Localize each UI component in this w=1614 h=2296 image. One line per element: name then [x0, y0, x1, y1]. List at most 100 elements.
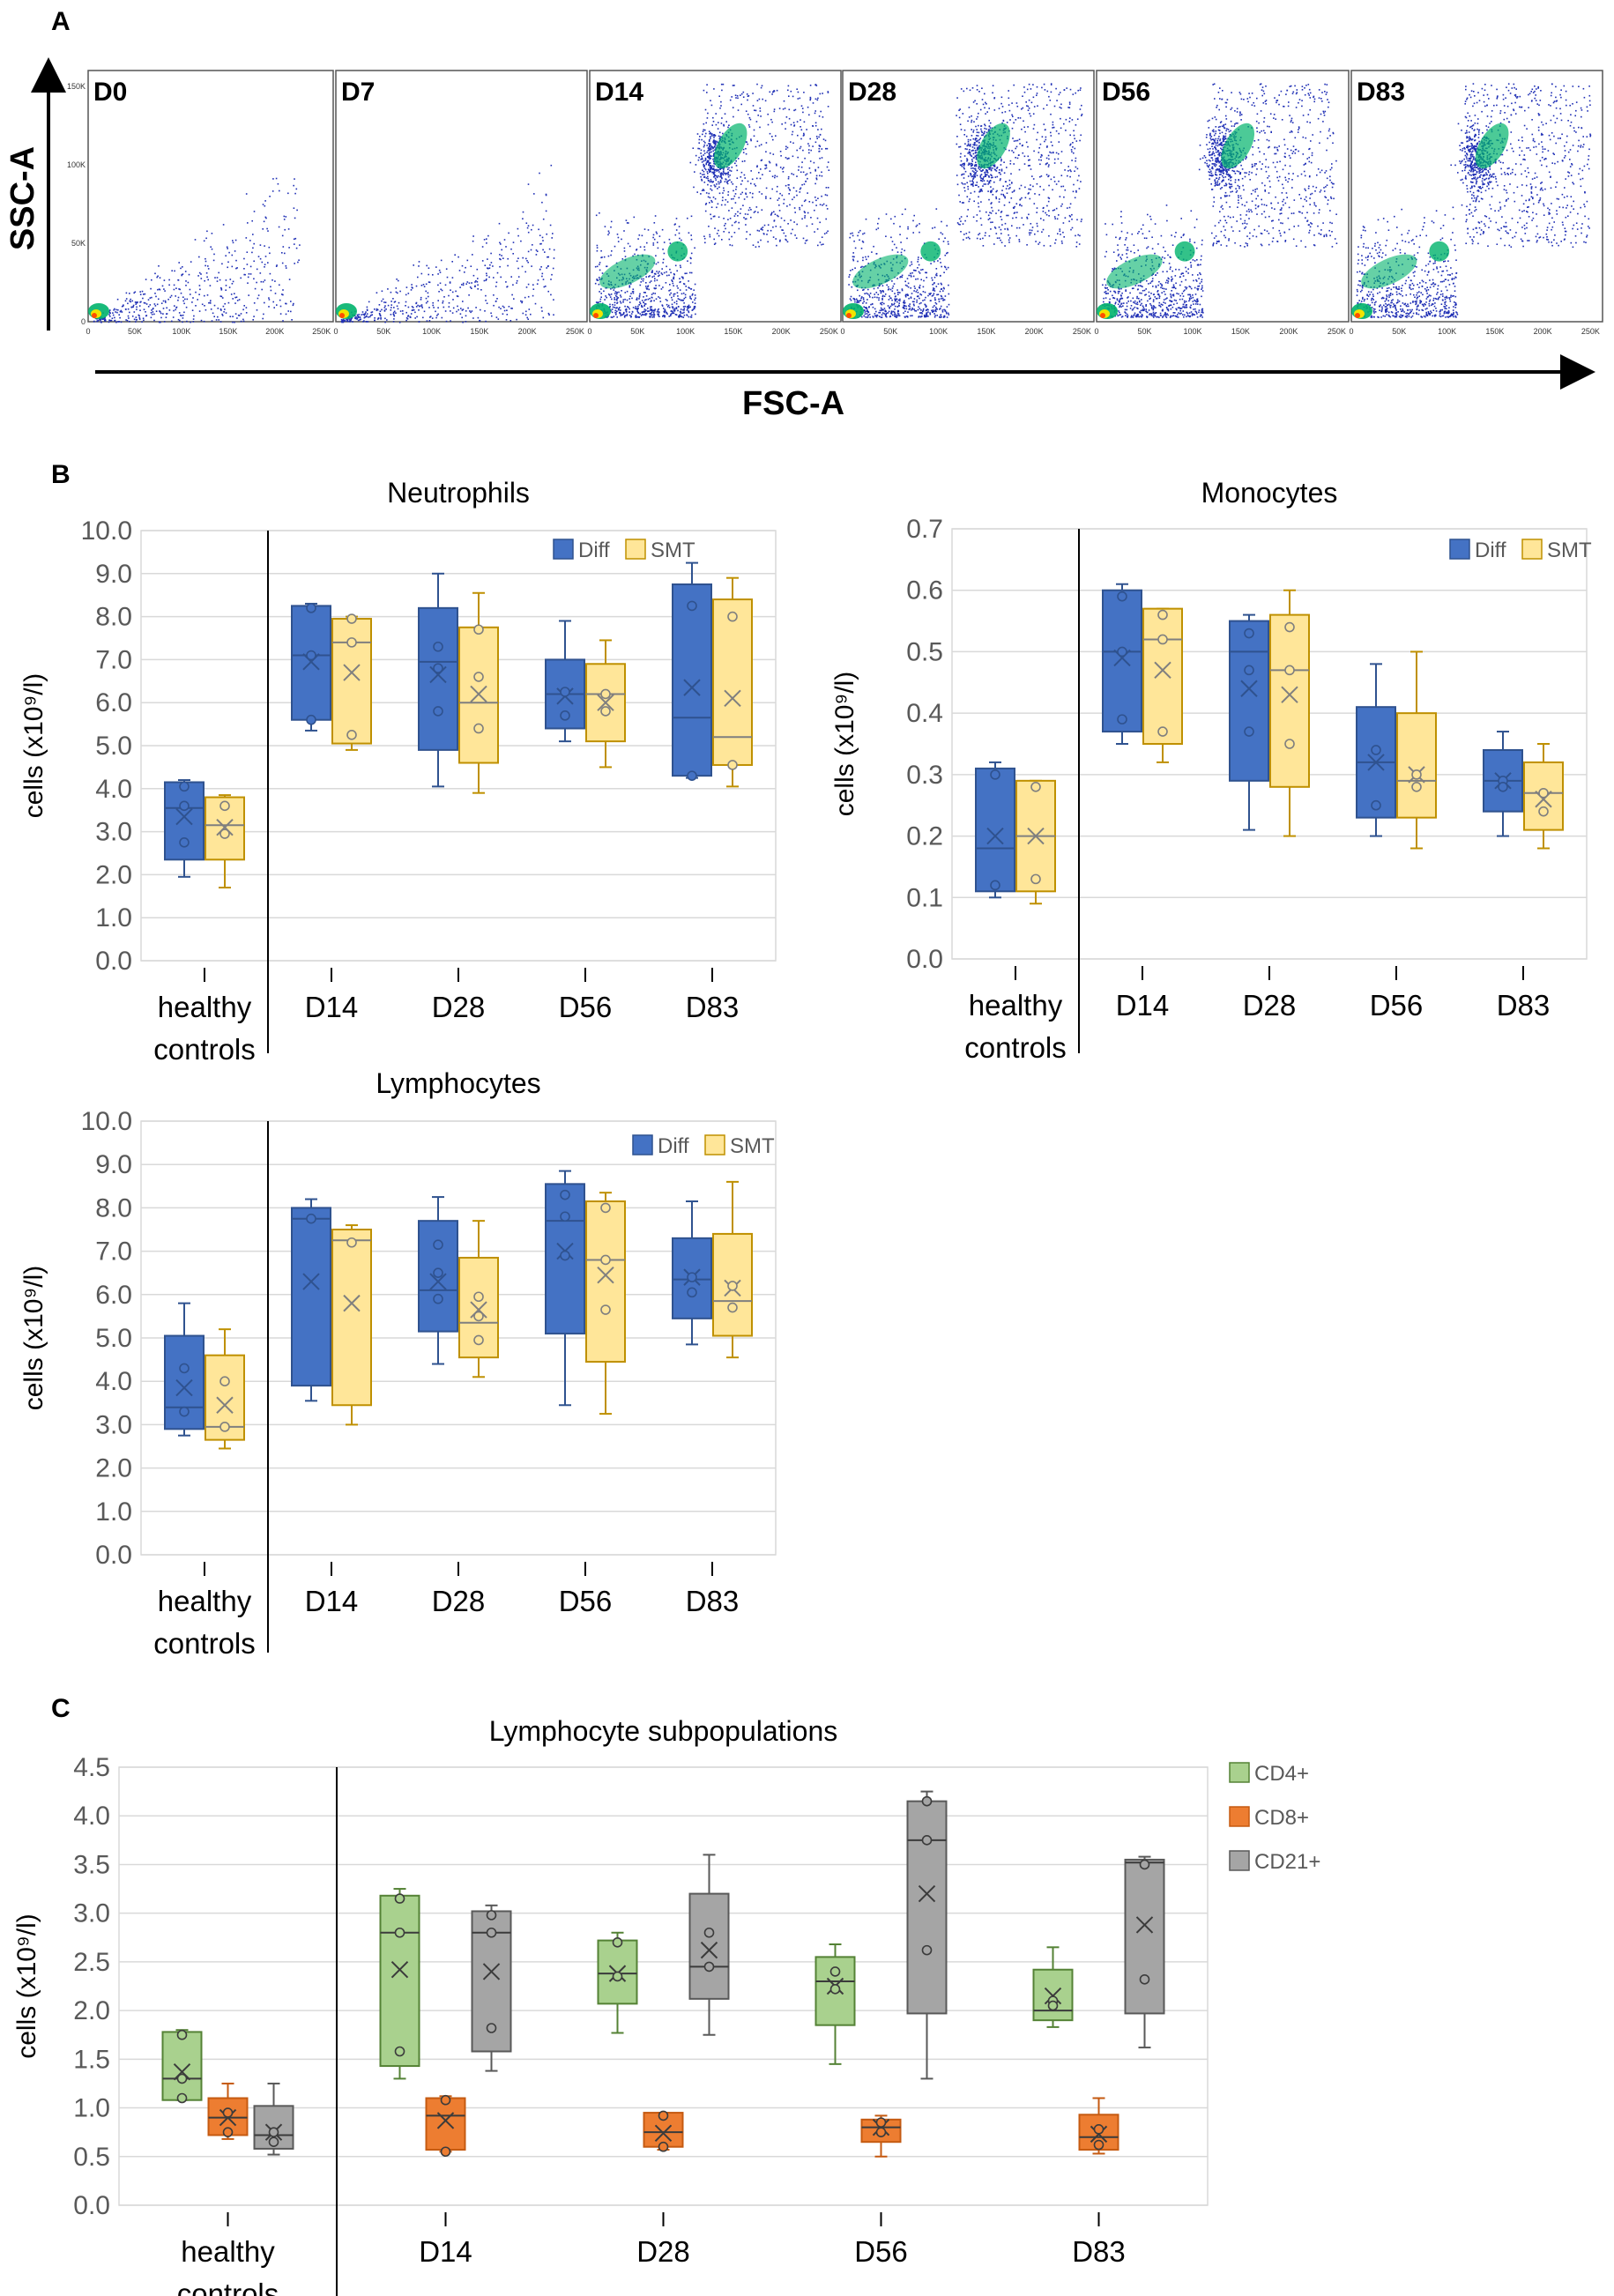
flow-dot: [960, 88, 963, 90]
flow-dot: [381, 290, 383, 293]
flow-dot: [910, 274, 912, 277]
flow-dot: [976, 140, 978, 143]
flow-dot: [756, 166, 758, 168]
flow-dot: [512, 253, 514, 255]
flow-dot: [98, 319, 100, 321]
flow-dot: [818, 136, 820, 138]
flow-dot: [1060, 185, 1062, 188]
flow-dot: [988, 108, 990, 109]
flow-dot: [889, 295, 890, 297]
flow-dot: [713, 154, 715, 156]
flow-dot: [1053, 162, 1056, 164]
flow-dot: [1019, 143, 1021, 145]
flow-dot: [1048, 234, 1050, 237]
flow-dot: [980, 174, 983, 175]
flow-dot: [1146, 316, 1149, 318]
flow-dot: [166, 313, 167, 315]
flow-dot: [418, 309, 420, 311]
flow-dot: [712, 116, 714, 119]
flow-dot: [247, 282, 249, 284]
flow-dot: [714, 169, 716, 172]
flow-y-tick: 50K: [71, 239, 86, 248]
flow-dot: [987, 219, 990, 220]
flow-dot: [713, 137, 715, 138]
flow-dot: [177, 296, 180, 299]
flow-dot: [599, 291, 600, 293]
flow-dot: [346, 319, 349, 321]
flow-dot: [791, 133, 793, 136]
flow-dot: [1209, 160, 1211, 162]
flow-dot: [498, 222, 501, 225]
flow-dot: [689, 262, 692, 264]
flow-dot: [889, 305, 892, 308]
flow-dot: [1000, 96, 1003, 99]
flow-dot: [135, 303, 137, 305]
flow-dot: [809, 99, 811, 101]
flow-dot: [812, 102, 814, 104]
flow-dot: [771, 212, 773, 214]
flow-dot: [986, 169, 987, 171]
flow-dot: [216, 280, 219, 282]
flow-dot: [693, 306, 695, 308]
flow-dot: [1015, 102, 1018, 104]
flow-dot: [1225, 173, 1228, 175]
flow-dot: [420, 305, 423, 308]
flow-dot: [525, 257, 527, 260]
flow-dot: [366, 309, 368, 311]
flow-dot: [109, 319, 111, 322]
flow-dot: [803, 183, 806, 185]
flow-dot: [673, 312, 674, 314]
flow-dot: [720, 175, 722, 176]
flow-dot: [803, 211, 806, 212]
flow-dot: [992, 92, 993, 94]
flow-dot: [932, 306, 934, 308]
flow-dot: [969, 153, 971, 156]
flow-dot: [935, 286, 938, 287]
flow-dot: [394, 301, 397, 302]
flow-dot: [814, 170, 816, 172]
flow-dot: [658, 296, 659, 298]
flow-dot: [1036, 85, 1038, 88]
flow-dot: [977, 135, 979, 137]
flow-dot: [980, 125, 983, 127]
flow-dot: [437, 300, 439, 301]
flow-dot: [281, 252, 283, 254]
flow-dot: [1219, 138, 1222, 140]
flow-dot: [708, 150, 710, 152]
flow-dot: [638, 234, 641, 236]
flow-dot: [1068, 121, 1071, 123]
flow-dot: [923, 279, 925, 282]
flow-dot: [943, 299, 946, 301]
flow-dot: [896, 278, 898, 279]
flow-dot: [138, 305, 141, 307]
flow-dot: [1039, 163, 1041, 166]
flow-dot: [171, 320, 173, 323]
flow-dot: [903, 304, 905, 307]
flow-dot: [435, 316, 437, 319]
flow-dot: [621, 238, 622, 241]
flow-dot: [972, 101, 975, 103]
flow-dot: [471, 287, 472, 289]
flow-dot: [660, 272, 663, 274]
flow-dot: [710, 179, 712, 181]
flow-dot: [634, 308, 636, 309]
flow-dot: [972, 177, 975, 179]
flow-dot: [750, 170, 752, 172]
flow-dot: [1125, 239, 1127, 241]
flow-dot: [1324, 172, 1326, 174]
flow-dot: [979, 176, 982, 178]
flow-dot: [651, 309, 653, 311]
flow-dot: [1280, 90, 1283, 93]
flow-dot: [1308, 156, 1310, 159]
flow-dot: [218, 319, 219, 321]
flow-dot: [639, 246, 642, 248]
flow-dot: [222, 305, 225, 308]
flow-dot: [1171, 276, 1172, 278]
flow-dot: [242, 308, 244, 311]
flow-dot: [1289, 165, 1291, 167]
flow-dot: [748, 116, 751, 119]
flow-dot: [1073, 134, 1075, 137]
flow-dot: [259, 272, 262, 274]
flow-dot: [374, 308, 376, 310]
flow-dot: [958, 218, 961, 219]
